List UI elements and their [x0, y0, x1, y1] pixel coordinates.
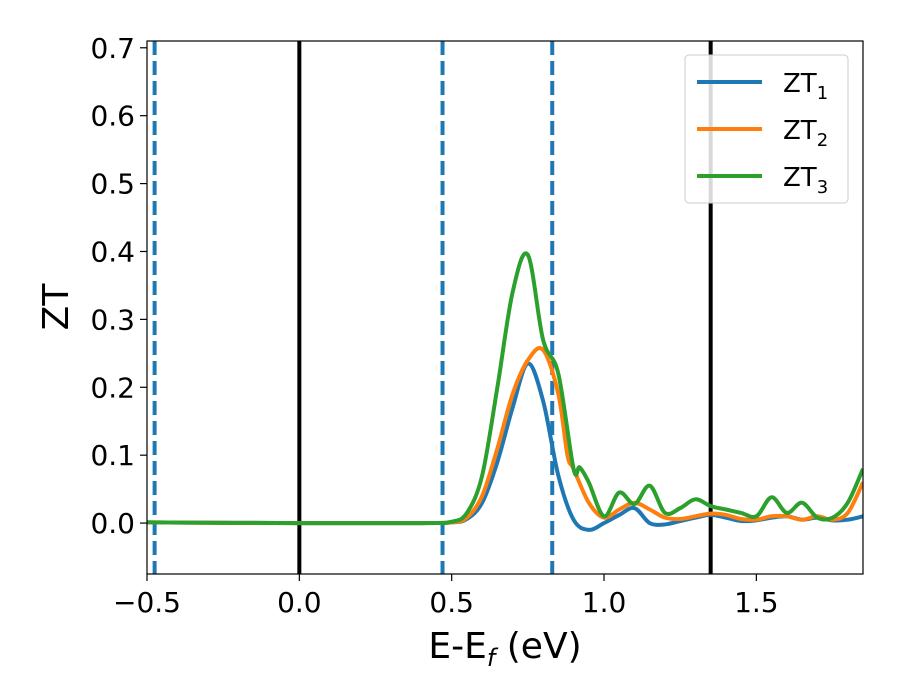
legend: ZT1 ZT2 ZT3 [684, 54, 849, 204]
y-tick-label: 0.7 [90, 32, 135, 65]
x-axis: −0.5 0.0 0.5 1.0 1.5 [113, 574, 779, 619]
series-line-zt1 [147, 361, 863, 532]
y-tick-label: 0.6 [90, 100, 135, 133]
series-lines [147, 251, 863, 532]
legend-frame [684, 54, 849, 204]
y-tick-label: 0.4 [90, 235, 135, 268]
legend-label-zt2: ZT2 [783, 116, 828, 151]
x-tick-label: 0.0 [277, 586, 322, 619]
y-tick-label: 0.1 [90, 439, 135, 472]
y-tick-label: 0.0 [90, 507, 135, 540]
x-tick-label: 0.5 [429, 586, 474, 619]
x-tick-label: −0.5 [113, 586, 181, 619]
series-line-zt2 [147, 346, 863, 526]
x-axis-label: E-Ef (eV) [428, 626, 581, 672]
x-tick-label: 1.0 [582, 586, 627, 619]
legend-label-zt1: ZT1 [783, 69, 828, 104]
y-tick-label: 0.3 [90, 303, 135, 336]
y-tick-label: 0.5 [90, 168, 135, 201]
reference-lines [152, 41, 713, 574]
plot-area-frame [146, 40, 864, 575]
legend-label-zt3: ZT3 [783, 163, 828, 198]
y-axis: 0.0 0.1 0.2 0.3 0.4 0.5 0.6 0.7 [90, 32, 147, 540]
series-line-zt3 [147, 251, 863, 526]
y-tick-label: 0.2 [90, 371, 135, 404]
x-tick-label: 1.5 [734, 586, 779, 619]
y-axis-label: ZT [36, 283, 77, 331]
